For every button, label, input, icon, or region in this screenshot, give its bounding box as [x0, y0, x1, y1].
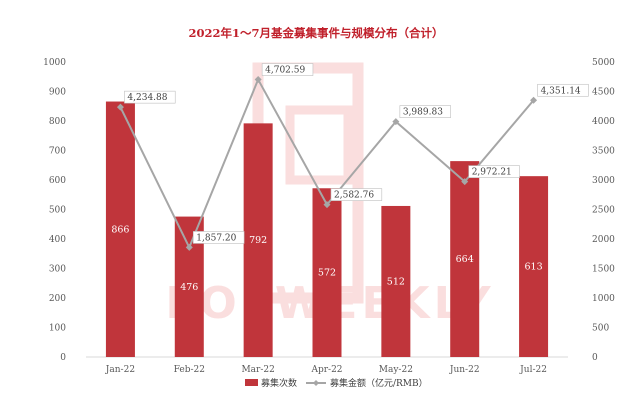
y-left-tick-label: 900	[49, 88, 66, 98]
bar-series: 866 476 792 572 512 664 613	[105, 101, 549, 357]
y-left-tick-label: 800	[49, 117, 66, 127]
y-right-tick-label: 4000	[592, 117, 615, 127]
line-point	[116, 103, 124, 111]
y-right-tick-label: 2000	[592, 235, 615, 245]
y-right-tick-label: 2500	[592, 206, 615, 216]
x-tick-label: Mar-22	[241, 365, 274, 375]
line-data-label-box	[468, 165, 520, 178]
legend: 募集次数 募集金额（亿元/RMB）	[245, 377, 428, 389]
x-tick-label: Apr-22	[310, 365, 342, 375]
legend-label-bar: 募集次数	[261, 377, 297, 389]
line-point	[185, 243, 193, 251]
bar	[105, 101, 135, 357]
line-point	[530, 96, 538, 104]
y-left-tick-label: 700	[49, 147, 66, 157]
y-left-tick-label: 1000	[43, 58, 66, 68]
y-right-tick-label: 5000	[592, 58, 615, 68]
line-data-label: 4,351.14	[541, 86, 581, 96]
bar-data-label: 512	[387, 276, 405, 287]
y-right-tick-label: 3000	[592, 176, 615, 186]
line-data-label: 4,702.59	[265, 66, 305, 76]
y-axis-left: 0 100 200 300 400 500 600 700 800 900 1000	[43, 58, 66, 363]
y-left-tick-label: 100	[49, 324, 66, 334]
line-data-label-box	[537, 83, 589, 97]
bar-data-label: 792	[249, 235, 267, 246]
line-data-label-box	[124, 90, 176, 104]
bar	[381, 205, 411, 357]
line-data-label: 3,989.83	[403, 108, 443, 118]
line-data-label: 2,582.76	[334, 191, 374, 201]
legend-swatch-marker	[313, 380, 319, 386]
legend-swatch-bar	[245, 379, 258, 386]
bar	[450, 161, 480, 357]
line-series: 4,234.88 1,857.20 4,702.59 2,582.76 3,989.83…	[116, 63, 589, 251]
y-left-tick-label: 300	[49, 265, 66, 275]
line-data-label: 4,234.88	[127, 93, 167, 103]
y-right-tick-label: 1500	[592, 265, 615, 275]
line-data-label-box	[192, 231, 245, 244]
bar	[312, 188, 342, 357]
bar-data-label: 572	[318, 268, 336, 279]
legend-label-line: 募集金额（亿元/RMB）	[330, 377, 428, 389]
y-right-tick-label: 500	[592, 324, 609, 334]
chart-title: 2022年1～7月基金募集事件与规模分布（合计）	[188, 26, 443, 40]
y-left-tick-label: 600	[49, 176, 66, 186]
line-data-label: 2,972.21	[472, 168, 512, 178]
y-left-tick-label: 500	[49, 206, 66, 216]
y-left-tick-label: 0	[60, 353, 66, 363]
line-point	[254, 76, 262, 84]
line-data-label: 1,857.20	[196, 233, 236, 243]
line-point	[461, 178, 469, 186]
x-tick-label: Jul-22	[519, 365, 547, 375]
bar-data-label: 866	[111, 224, 129, 235]
y-right-tick-label: 4500	[592, 88, 615, 98]
y-left-tick-label: 400	[49, 235, 66, 245]
bar-data-label: 476	[180, 282, 198, 293]
line-point	[323, 201, 331, 209]
x-axis: Jan-22 Feb-22 Mar-22 Apr-22 May-22 Jun-22 Jul-…	[105, 365, 547, 375]
x-tick-label: May-22	[379, 365, 413, 375]
y-left-tick-label: 200	[49, 294, 66, 304]
line-data-label-box	[261, 63, 314, 76]
bar-data-label: 664	[456, 254, 474, 265]
line-data-label-box	[399, 105, 451, 118]
y-right-tick-label: 1000	[592, 294, 615, 304]
x-tick-label: Jun-22	[449, 365, 480, 375]
line-point	[392, 118, 400, 126]
y-right-tick-label: 0	[592, 353, 598, 363]
bar	[519, 176, 549, 357]
line-data-label-box	[330, 188, 383, 201]
y-right-tick-label: 3500	[592, 147, 615, 157]
bar	[243, 123, 273, 357]
x-tick-label: Jan-22	[105, 365, 135, 375]
bar-data-label: 613	[525, 262, 543, 273]
x-tick-label: Feb-22	[174, 365, 205, 375]
y-axis-right: 0 500 1000 1500 2000 2500 3000 3500 4000 4500 5000	[592, 58, 615, 363]
